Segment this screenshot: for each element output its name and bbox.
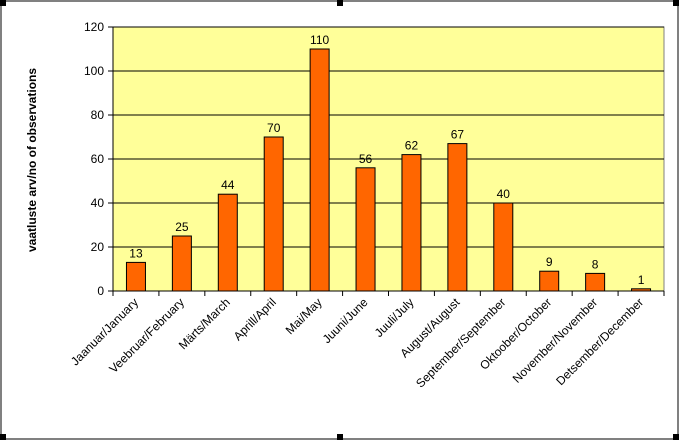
bar bbox=[401, 154, 422, 292]
bar bbox=[217, 193, 238, 292]
y-tick-label: 40 bbox=[91, 196, 105, 210]
bar bbox=[171, 235, 192, 292]
y-tick-label: 100 bbox=[84, 64, 104, 78]
bar bbox=[585, 272, 606, 292]
data-label: 8 bbox=[592, 257, 599, 271]
y-tick-label: 60 bbox=[91, 152, 105, 166]
data-label: 13 bbox=[129, 246, 143, 260]
data-label: 110 bbox=[310, 33, 329, 47]
y-tick-label: 80 bbox=[91, 108, 105, 122]
bar bbox=[263, 136, 284, 292]
bar bbox=[539, 270, 560, 292]
bar bbox=[355, 167, 376, 292]
y-tick-label: 20 bbox=[91, 240, 105, 254]
bar bbox=[447, 143, 468, 292]
bar bbox=[125, 261, 146, 292]
data-label: 25 bbox=[175, 220, 189, 234]
data-label: 40 bbox=[497, 187, 511, 201]
bar bbox=[493, 202, 514, 292]
data-label: 62 bbox=[405, 139, 419, 153]
bar bbox=[309, 48, 330, 292]
y-tick-label: 0 bbox=[97, 284, 104, 298]
data-label: 9 bbox=[546, 255, 553, 269]
data-label: 70 bbox=[267, 121, 281, 135]
data-label: 1 bbox=[638, 273, 645, 287]
y-axis-title: vaatluste arv/no of observations bbox=[25, 68, 39, 252]
data-label: 67 bbox=[451, 128, 465, 142]
data-label: 56 bbox=[359, 152, 373, 166]
data-label: 44 bbox=[221, 178, 235, 192]
y-tick-label: 120 bbox=[84, 20, 104, 34]
